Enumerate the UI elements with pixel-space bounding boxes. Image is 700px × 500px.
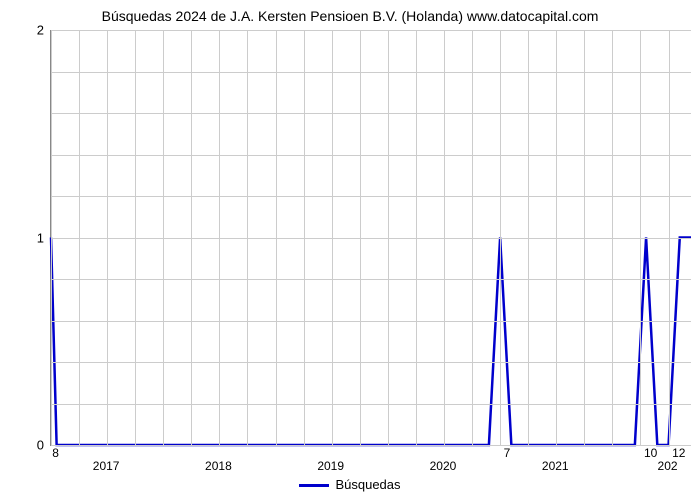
x-tick-label: 202 [658,459,678,473]
data-annotation: 7 [504,446,511,460]
y-tick-label: 0 [14,438,44,453]
gridline-horizontal [51,196,691,197]
gridline-horizontal [51,321,691,322]
gridline-horizontal [51,30,691,31]
y-tick-label: 1 [14,230,44,245]
gridline-horizontal [51,362,691,363]
legend-swatch [299,484,329,487]
data-annotation: 12 [672,446,685,460]
gridline-horizontal [51,113,691,114]
plot-area [50,30,691,446]
x-tick-label: 2018 [205,459,232,473]
data-annotation: 8 [52,446,59,460]
legend-label: Búsquedas [335,477,400,492]
gridline-horizontal [51,445,691,446]
data-annotation: 10 [644,446,657,460]
gridline-horizontal [51,404,691,405]
chart-title: Búsquedas 2024 de J.A. Kersten Pensioen … [0,8,700,24]
legend: Búsquedas [0,477,700,492]
x-tick-label: 2020 [430,459,457,473]
gridline-horizontal [51,238,691,239]
gridline-horizontal [51,279,691,280]
y-tick-label: 2 [14,23,44,38]
x-tick-label: 2019 [317,459,344,473]
x-tick-label: 2021 [542,459,569,473]
x-tick-label: 2017 [93,459,120,473]
gridline-horizontal [51,155,691,156]
gridline-horizontal [51,72,691,73]
